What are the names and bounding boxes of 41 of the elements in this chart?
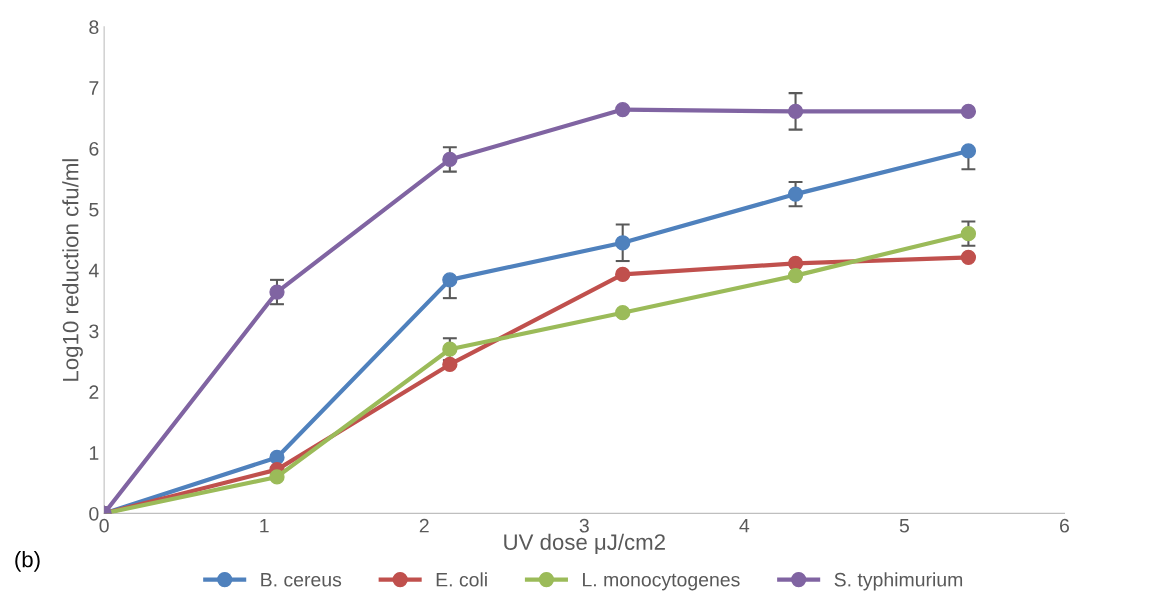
legend-label: L. monocytogenes (583, 572, 740, 591)
point (787, 103, 804, 120)
x-tick-label: 2 (419, 518, 429, 533)
y-tick-label: 6 (89, 141, 99, 156)
point (615, 235, 631, 251)
x-tick-label: 6 (1060, 518, 1069, 533)
point (787, 186, 804, 202)
point (442, 151, 458, 168)
point (960, 143, 977, 159)
point (960, 249, 977, 266)
y-axis-title: Log10 reduction cfu/ml (62, 159, 83, 381)
point (269, 469, 285, 485)
legend-label: S. typhimurium (834, 572, 963, 591)
legend-label: E. coli (436, 572, 487, 587)
text: (b) (15, 551, 40, 572)
x-tick-label: 0 (99, 518, 109, 533)
point (960, 103, 977, 120)
point (787, 267, 804, 284)
y-tick-label: 2 (89, 385, 99, 399)
point (960, 226, 977, 242)
x-axis-title: UV dose μJ/cm2 (504, 533, 665, 554)
y-tick-label: 8 (89, 20, 99, 35)
point (615, 101, 631, 118)
point (615, 266, 631, 283)
point (442, 341, 458, 357)
x-tick-label: 5 (899, 519, 909, 533)
point (269, 284, 285, 300)
x-tick-label: 4 (739, 519, 750, 533)
point (787, 255, 804, 272)
x-tick-label: 3 (579, 518, 589, 533)
legend-label: B. cereus (261, 572, 342, 587)
y-tick-label: 7 (89, 81, 99, 95)
y-tick-label: 4 (88, 263, 99, 278)
x-tick-label: 1 (260, 519, 269, 533)
point (442, 356, 458, 373)
point (442, 272, 458, 288)
y-tick-label: 0 (89, 506, 99, 521)
y-tick-label: 3 (89, 324, 99, 339)
y-tick-label: 5 (89, 202, 99, 217)
y-tick-label: 1 (89, 446, 99, 460)
point (615, 305, 631, 321)
